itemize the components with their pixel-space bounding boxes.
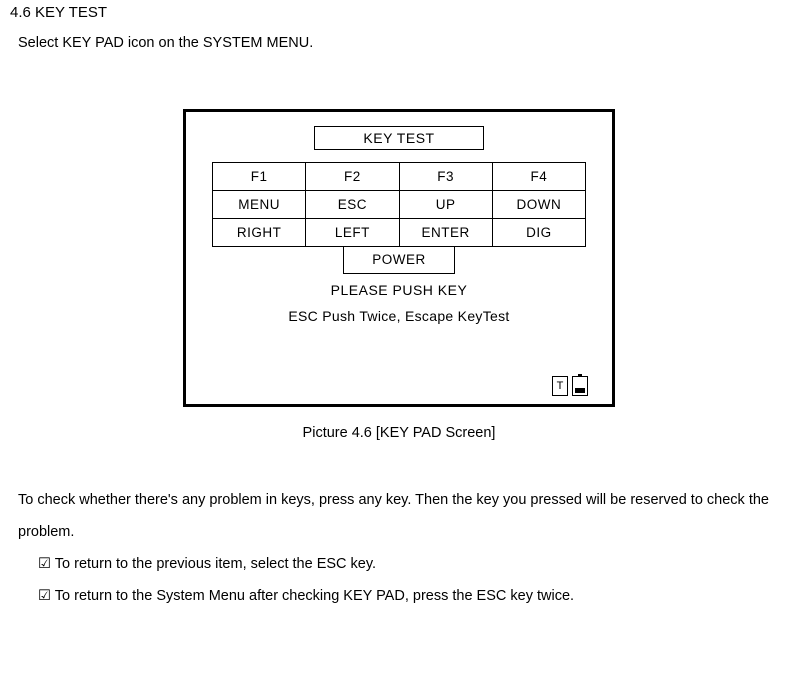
keypad-screen: KEY TEST F1 F2 F3 F4 MENU ESC UP DOWN RI…: [183, 109, 615, 407]
body-paragraph: To check whether there's any problem in …: [18, 485, 780, 549]
bullet-2: ☑ To return to the System Menu after che…: [38, 581, 780, 613]
bullet-1-text: To return to the previous item, select t…: [55, 556, 376, 572]
status-t-icon: T: [552, 376, 568, 396]
key-up: UP: [399, 191, 492, 219]
key-enter: ENTER: [399, 219, 492, 247]
key-down: DOWN: [492, 191, 585, 219]
key-grid: F1 F2 F3 F4 MENU ESC UP DOWN RIGHT LEFT …: [212, 162, 586, 247]
bullet-2-text: To return to the System Menu after check…: [55, 588, 574, 604]
key-left: LEFT: [306, 219, 399, 247]
status-icons: T: [552, 376, 588, 396]
battery-icon: [572, 376, 588, 396]
figure-caption: Picture 4.6 [KEY PAD Screen]: [10, 425, 788, 441]
push-key-text: PLEASE PUSH KEY: [212, 282, 586, 298]
key-f4: F4: [492, 163, 585, 191]
intro-text: Select KEY PAD icon on the SYSTEM MENU.: [18, 35, 788, 51]
key-menu: MENU: [213, 191, 306, 219]
key-f1: F1: [213, 163, 306, 191]
checkbox-icon: ☑: [38, 588, 51, 604]
esc-note-text: ESC Push Twice, Escape KeyTest: [212, 308, 586, 324]
bullet-1: ☑ To return to the previous item, select…: [38, 549, 780, 581]
key-esc: ESC: [306, 191, 399, 219]
key-f3: F3: [399, 163, 492, 191]
key-power: POWER: [343, 246, 455, 274]
key-dig: DIG: [492, 219, 585, 247]
screen-title: KEY TEST: [314, 126, 484, 150]
section-heading: 4.6 KEY TEST: [10, 4, 788, 21]
checkbox-icon: ☑: [38, 556, 51, 572]
key-f2: F2: [306, 163, 399, 191]
key-right: RIGHT: [213, 219, 306, 247]
